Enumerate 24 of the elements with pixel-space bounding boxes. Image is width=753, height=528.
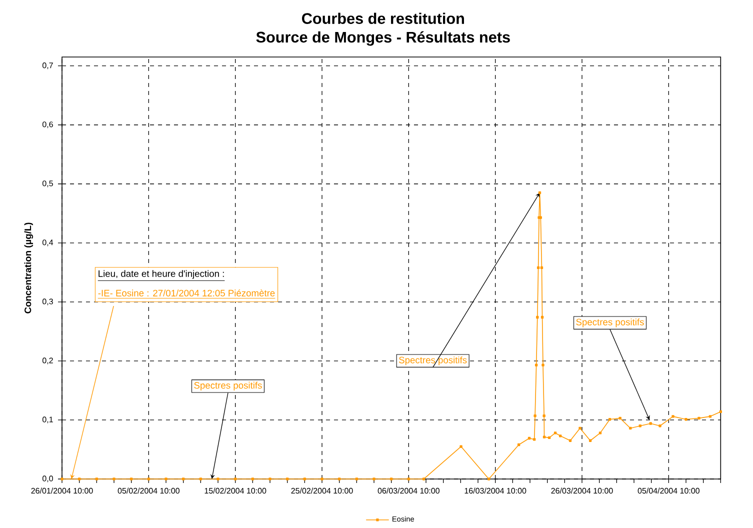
- x-tick-label: 05/04/2004 10:00: [638, 488, 700, 494]
- y-tick-label: 0,7: [42, 62, 53, 70]
- x-tick-label: 26/03/2004 10:00: [551, 488, 613, 494]
- x-tick-label: 06/03/2004 10:00: [378, 488, 440, 494]
- annotation: Spectres positifs: [399, 356, 467, 366]
- y-tick-label: 0,3: [42, 298, 53, 306]
- x-tick-label: 05/02/2004 10:00: [118, 488, 180, 494]
- y-tick-label: 0,0: [42, 476, 53, 482]
- y-tick-label: 0,4: [42, 240, 54, 246]
- y-tick-label: 0,6: [42, 122, 53, 128]
- y-axis-title: Concentration (µg/L): [24, 222, 34, 314]
- x-tick-label: 26/01/2004 10:00: [31, 488, 93, 494]
- y-tick-label: 0,2: [42, 358, 53, 364]
- chart-subtitle: Source de Monges - Résultats nets: [256, 31, 510, 46]
- x-tick-label: 15/02/2004 10:00: [204, 488, 266, 494]
- annotation: Spectres positifs: [576, 318, 644, 328]
- annotation: -IE- Eosine : 27/01/2004 12:05 Piézomètre: [98, 289, 275, 296]
- x-tick-label: 25/02/2004 10:00: [291, 488, 353, 494]
- annotation: Lieu, date et heure d'injection :: [98, 270, 224, 279]
- y-tick-label: 0,1: [42, 416, 53, 424]
- x-tick-label: 16/03/2004 10:00: [464, 488, 526, 494]
- annotation: Spectres positifs: [194, 382, 262, 391]
- chart-title: Courbes de restitution: [302, 12, 464, 24]
- y-tick-label: 0,5: [42, 180, 53, 188]
